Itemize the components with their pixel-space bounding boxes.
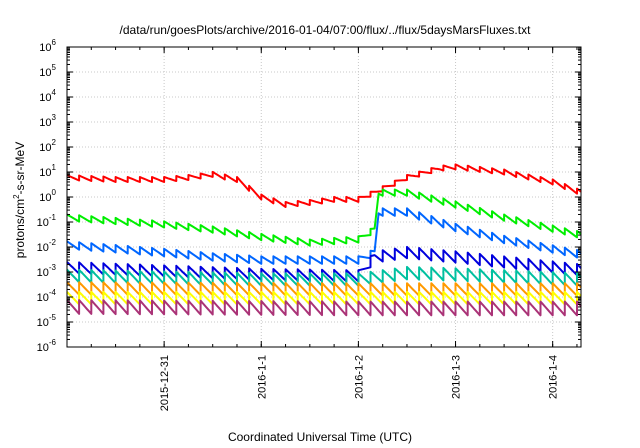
y-tick-exponent: -5 [49, 313, 57, 322]
series-line [66, 281, 582, 297]
y-tick-exponent: 0 [52, 188, 57, 197]
series-line [66, 290, 582, 306]
y-tick-label: 100 [39, 188, 56, 204]
x-tick-label: 2016-1-4 [548, 355, 560, 399]
y-tick-base: 10 [39, 92, 51, 104]
y-tick-label: 104 [39, 88, 56, 104]
y-tick-base: 10 [37, 217, 49, 229]
x-axis-ticks: 2015-12-31 2016-1-1 2016-1-2 2016-1-3 2016-1… [66, 47, 578, 411]
y-tick-base: 10 [37, 242, 49, 254]
y-tick-base: 10 [37, 317, 49, 329]
y-tick-base: 10 [39, 192, 51, 204]
y-tick-label: 106 [39, 38, 56, 54]
y-axis-ticks: 10-610-510-410-310-210-11001011021031041… [37, 38, 581, 354]
y-tick-label: 10-4 [37, 288, 57, 304]
y-tick-label: 10-5 [37, 313, 57, 329]
series-line [66, 207, 582, 265]
y-tick-label: 105 [39, 63, 56, 79]
y-tick-exponent: 1 [52, 163, 57, 172]
x-tick-label: 2016-1-1 [256, 355, 268, 399]
y-axis-label-pre: protons/cm [13, 199, 27, 258]
y-tick-label: 10-6 [37, 338, 57, 354]
series-line [66, 265, 582, 287]
y-tick-base: 10 [39, 67, 51, 79]
y-tick-base: 10 [37, 267, 49, 279]
x-tick-label: 2016-1-3 [451, 355, 463, 399]
y-tick-exponent: -4 [49, 288, 57, 297]
y-tick-base: 10 [39, 142, 51, 154]
series-line [66, 245, 582, 283]
y-tick-exponent: 4 [52, 88, 57, 97]
y-tick-label: 102 [39, 138, 56, 154]
x-tick-label: 2016-1-2 [353, 355, 365, 399]
series-layer [66, 163, 582, 317]
y-axis-label: protons/cm2-s-sr-MeV [12, 142, 27, 258]
y-tick-exponent: 5 [52, 63, 57, 72]
y-tick-exponent: -1 [49, 213, 57, 222]
y-tick-label: 10-2 [37, 238, 57, 254]
y-tick-exponent: -6 [49, 338, 57, 347]
series-line [66, 163, 582, 208]
y-tick-base: 10 [39, 167, 51, 179]
y-tick-label: 10-3 [37, 263, 57, 279]
y-tick-exponent: 6 [52, 38, 57, 47]
x-axis-label: Coordinated Universal Time (UTC) [228, 430, 412, 444]
y-tick-base: 10 [39, 42, 51, 54]
y-tick-label: 101 [39, 163, 56, 179]
y-tick-exponent: -2 [49, 238, 57, 247]
x-tick-label: 2015-12-31 [159, 355, 171, 411]
y-tick-label: 103 [39, 113, 56, 129]
y-tick-exponent: 2 [52, 138, 57, 147]
y-tick-base: 10 [39, 117, 51, 129]
y-tick-exponent: 3 [52, 113, 57, 122]
y-tick-base: 10 [37, 342, 49, 354]
y-axis-label-sup: 2 [12, 194, 21, 199]
y-tick-base: 10 [37, 292, 49, 304]
chart-title: /data/run/goesPlots/archive/2016-01-04/0… [120, 23, 532, 37]
y-axis-label-post: -s-sr-MeV [13, 142, 27, 195]
y-tick-label: 10-1 [37, 213, 57, 229]
series-line [66, 299, 582, 317]
series-line [66, 188, 582, 247]
y-tick-exponent: -3 [49, 263, 57, 272]
